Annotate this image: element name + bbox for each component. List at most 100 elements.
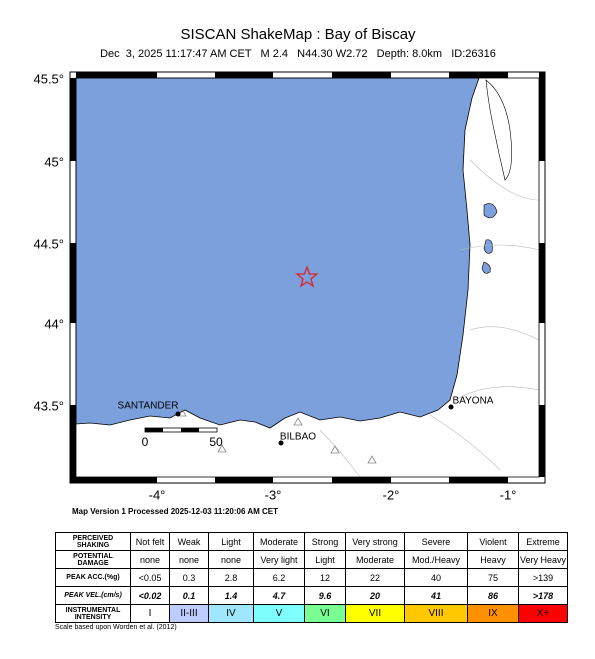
lon-label: -3° xyxy=(265,487,282,502)
lagoons xyxy=(481,203,498,274)
legend-row: PERCEIVED SHAKING Not felt Weak Light Modera… xyxy=(55,532,568,551)
city-dot xyxy=(278,440,284,446)
legend-cell: 0.3 xyxy=(169,568,209,587)
legend-row: PEAK ACC.(%g) <0.05 0.3 2.8 6.2 12 22 40 75 >139 xyxy=(55,568,568,587)
legend-cell: 40 xyxy=(404,568,468,587)
legend-cell: Heavy xyxy=(467,550,519,569)
legend-cell: IX xyxy=(467,604,519,623)
row-label: PEAK VEL.(cm/s) xyxy=(55,586,131,605)
legend-cell: Severe xyxy=(404,532,468,551)
legend-row: PEAK VEL.(cm/s) <0.02 0.1 1.4 4.7 9.6 20 41 86 >1… xyxy=(55,586,568,605)
frame-segment xyxy=(70,243,76,323)
legend-cell: I xyxy=(130,604,170,623)
legend-cell: Very light xyxy=(253,550,305,569)
legend-cell: 20 xyxy=(345,586,405,605)
legend-cell: <0.05 xyxy=(130,568,170,587)
legend-cell: none xyxy=(208,550,254,569)
map-figure: SISCAN ShakeMap : Bay of Biscay Dec 3, 2… xyxy=(33,26,546,516)
legend-cell: VI xyxy=(304,604,346,623)
legend-cell: Very Heavy xyxy=(518,550,568,569)
scale-label: 0 xyxy=(142,435,149,449)
stations xyxy=(177,408,377,464)
intensity-legend: PERCEIVED SHAKING Not felt Weak Light Modera… xyxy=(55,532,568,623)
city-label: BAYONA xyxy=(453,396,494,407)
legend-cell: >178 xyxy=(518,586,568,605)
legend-cell: >139 xyxy=(518,568,568,587)
legend-row: INSTRUMENTAL INTENSITY I II-III IV V VI VII VII… xyxy=(55,604,568,623)
legend-cell: Extreme xyxy=(518,532,568,551)
frame-segment xyxy=(332,72,391,78)
legend-cell: 22 xyxy=(345,568,405,587)
footnote: Scale based upon Worden et al. (2012) xyxy=(55,624,177,631)
sea xyxy=(75,77,480,429)
map-frame xyxy=(69,71,546,484)
title: SISCAN ShakeMap : Bay of Biscay xyxy=(180,26,416,43)
legend-cell: Mod./Heavy xyxy=(404,550,468,569)
legend-cell: <0.02 xyxy=(130,586,170,605)
legend-cell: 1.4 xyxy=(208,586,254,605)
frame-segment xyxy=(539,405,545,477)
lat-label: 45° xyxy=(44,154,64,169)
frame-segment xyxy=(70,405,76,477)
legend-row: POTENTIAL DAMAGE none none none Very light Li… xyxy=(55,550,568,569)
legend-cell: Strong xyxy=(304,532,346,551)
frame-segment xyxy=(449,72,508,78)
scale-bar xyxy=(144,427,218,433)
scale-label: 50 xyxy=(209,435,223,449)
legend-cell: 86 xyxy=(467,586,519,605)
legend-cell: 4.7 xyxy=(253,586,305,605)
row-label: PERCEIVED SHAKING xyxy=(55,532,131,551)
lon-label: -1° xyxy=(500,487,517,502)
frame-segment xyxy=(215,72,273,78)
legend-cell: 2.8 xyxy=(208,568,254,587)
legend-cell: none xyxy=(169,550,209,569)
legend-cell: Not felt xyxy=(130,532,170,551)
legend-cell: X+ xyxy=(518,604,568,623)
legend-cell: 0.1 xyxy=(169,586,209,605)
legend-cell: Very strong xyxy=(345,532,405,551)
frame-segment xyxy=(539,78,545,161)
rivers xyxy=(319,159,540,478)
frame-segment xyxy=(449,477,508,483)
lon-label: -4° xyxy=(149,487,166,502)
legend-cell: 75 xyxy=(467,568,519,587)
city-label: SANTANDER xyxy=(118,401,179,412)
legend-cell: 41 xyxy=(404,586,468,605)
legend-cell: Light xyxy=(304,550,346,569)
frame-segment xyxy=(332,477,391,483)
legend-cell: IV xyxy=(208,604,254,623)
legend-cell: Violent xyxy=(467,532,519,551)
frame-segment xyxy=(215,477,273,483)
lat-label: 44° xyxy=(44,316,64,331)
row-label: POTENTIAL DAMAGE xyxy=(55,550,131,569)
city-dot xyxy=(448,404,454,410)
frame-segment xyxy=(70,78,76,161)
city-dot xyxy=(175,411,181,417)
legend-cell: VII xyxy=(345,604,405,623)
frame-corner xyxy=(539,72,545,78)
frame-segment xyxy=(76,477,157,483)
legend-cell: VIII xyxy=(404,604,468,623)
lat-label: 43.5° xyxy=(33,398,64,413)
epicenter xyxy=(295,265,319,288)
subtitle: Dec 3, 2025 11:17:47 AM CET M 2.4 N44.30… xyxy=(100,48,496,60)
lat-label: 45.5° xyxy=(33,71,64,86)
row-label: INSTRUMENTAL INTENSITY xyxy=(55,604,131,623)
legend-cell: Weak xyxy=(169,532,209,551)
lon-label: -2° xyxy=(383,487,400,502)
frame-corner xyxy=(70,477,76,483)
legend-cell: II-III xyxy=(169,604,209,623)
frame-segment xyxy=(76,72,157,78)
spit xyxy=(485,79,512,181)
legend-cell: 6.2 xyxy=(253,568,305,587)
legend-cell: Light xyxy=(208,532,254,551)
legend-cell: 12 xyxy=(304,568,346,587)
legend-cell: Moderate xyxy=(253,532,305,551)
processed-note: Map Version 1 Processed 2025-12-03 11:20… xyxy=(72,507,278,516)
row-label: PEAK ACC.(%g) xyxy=(55,568,131,587)
legend-cell: 9.6 xyxy=(304,586,346,605)
frame-segment xyxy=(539,243,545,323)
legend-cell: none xyxy=(130,550,170,569)
legend-cell: V xyxy=(253,604,305,623)
